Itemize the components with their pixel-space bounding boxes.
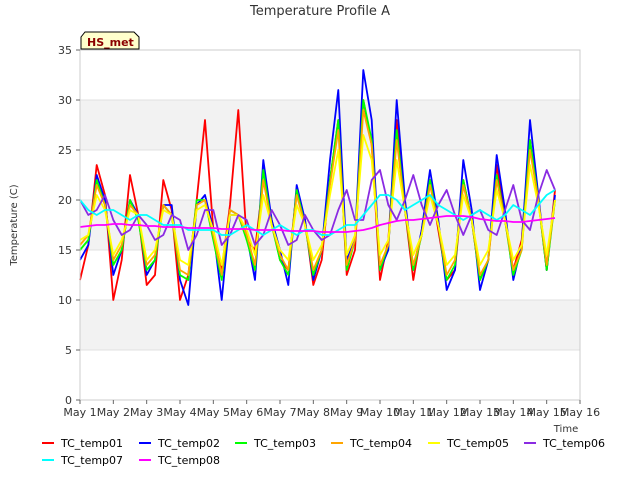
x-tick-label: May 2 [97, 406, 130, 419]
x-tick-label: May 12 [427, 406, 467, 419]
x-tick-label: May 1 [63, 406, 96, 419]
grid-band [80, 300, 580, 350]
legend-label: TC_temp04 [349, 437, 412, 450]
legend-label: TC_temp01 [60, 437, 123, 450]
legend-label: TC_temp06 [542, 437, 605, 450]
x-tick-label: May 9 [330, 406, 363, 419]
series-line-tc-temp05 [79, 134, 556, 266]
y-tick-label: 20 [58, 194, 72, 207]
series-layer [79, 69, 556, 306]
hs-met-badge: HS_met [80, 31, 140, 50]
x-tick-label: May 13 [460, 406, 500, 419]
x-tick-label: May 8 [297, 406, 330, 419]
x-axis-label: Time [553, 424, 578, 435]
x-tick-label: May 14 [493, 406, 533, 419]
x-tick-label: May 7 [263, 406, 296, 419]
x-tick-label: May 15 [527, 406, 567, 419]
y-tick-label: 0 [65, 394, 72, 407]
series-line-tc-temp07 [79, 189, 556, 236]
grid-band [80, 100, 580, 150]
y-axis-label: Temperature (C) [9, 184, 20, 266]
x-tick-label: May 16 [560, 406, 600, 419]
x-tick-label: May 4 [163, 406, 196, 419]
x-tick-label: May 11 [393, 406, 433, 419]
chart-title: Temperature Profile A [249, 4, 390, 19]
legend-label: TC_temp08 [157, 454, 220, 467]
legend-label: TC_temp03 [253, 437, 316, 450]
legend-label: TC_temp02 [157, 437, 220, 450]
badge-shape [80, 31, 140, 50]
y-tick-label: 10 [58, 294, 72, 307]
x-tick-label: May 3 [130, 406, 163, 419]
series-line-tc-temp08 [79, 215, 556, 233]
y-tick-label: 15 [58, 244, 72, 257]
x-tick-label: May 6 [230, 406, 263, 419]
legend-label: TC_temp07 [60, 454, 123, 467]
y-tick-label: 5 [65, 344, 72, 357]
y-tick-label: 30 [58, 94, 72, 107]
x-tick-label: May 5 [197, 406, 230, 419]
x-tick-label: May 10 [360, 406, 400, 419]
y-tick-label: 35 [58, 44, 72, 57]
plot-border [79, 49, 581, 401]
badge-text: HS_met [87, 36, 134, 49]
legend-label: TC_temp05 [446, 437, 509, 450]
legend: TC_temp01 TC_temp02 TC_temp03 TC_temp04 TC_t… [42, 437, 605, 467]
y-tick-label: 25 [58, 144, 72, 157]
